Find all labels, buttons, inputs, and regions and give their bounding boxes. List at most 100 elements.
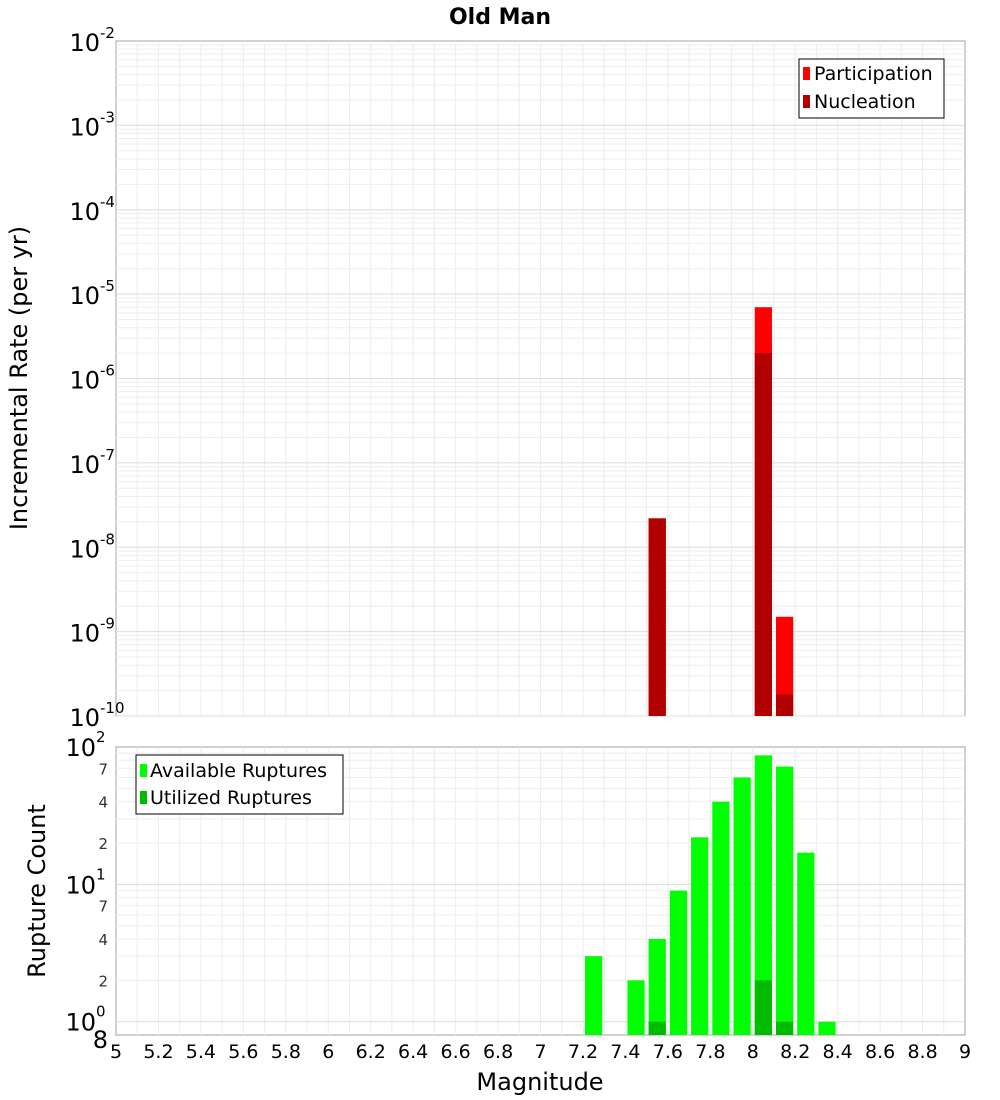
rate-legend: Participation Nucleation (798, 58, 945, 119)
rate-y-axis-label: Incremental Rate (per yr) (5, 226, 33, 530)
y-tick-label: 10 -6 (69, 362, 115, 395)
bar-utilized-ruptures (648, 1021, 666, 1035)
y-tick-base: 10 (69, 620, 100, 648)
y-tick-exponent: -9 (100, 615, 115, 633)
bar-utilized-ruptures (754, 980, 772, 1035)
bar-nucleation (648, 518, 666, 716)
y-tick-label: 10 -4 (69, 193, 115, 226)
y-tick-label: 10 -2 (69, 24, 115, 57)
legend-swatch-participation (803, 67, 810, 80)
y-tick-label-minor: 2 (98, 972, 108, 990)
y-tick-label: 7 (98, 760, 108, 778)
bar-utilized-ruptures (775, 1021, 794, 1035)
count-legend: Available Ruptures Utilized Ruptures (135, 754, 344, 815)
x-tick-label: 8.8 (907, 1041, 937, 1063)
y-tick-exponent: 0 (96, 1003, 106, 1021)
x-tick-label: 8 (747, 1041, 759, 1063)
y-tick-label: 2 (98, 972, 108, 990)
y-tick-base: 10 (69, 29, 100, 57)
y-tick-exponent: -8 (100, 530, 115, 548)
y-tick-base: 10 (65, 1009, 96, 1037)
x-tick-label: 7.2 (568, 1041, 598, 1063)
bar-available-ruptures (797, 852, 815, 1035)
y-tick-base: 10 (69, 282, 100, 310)
magnitude-x-ticks: 5 5.2 5.4 5.6 5.8 6 6.2 6.4 6.6 6.8 7 7.2 7.4 7.6 7.8 8… (110, 1041, 971, 1063)
legend-swatch-utilized (140, 791, 147, 804)
y-tick-base: 10 (69, 367, 100, 395)
x-tick-label: 9 (959, 1041, 971, 1063)
y-tick-label-minor: 8 (93, 1026, 108, 1054)
y-tick-label: 10 2 (65, 728, 105, 762)
y-tick-label: 4 (98, 794, 108, 812)
x-tick-label: 7.8 (695, 1041, 725, 1063)
count-legend-box (135, 754, 344, 815)
chart-title: Old Man (449, 5, 551, 30)
rate-grid (116, 41, 965, 717)
y-tick-label: 4 (98, 931, 108, 949)
y-tick-label: 10 -9 (69, 615, 115, 648)
bar-available-ruptures (754, 755, 772, 1035)
y-tick-label: 2 (98, 835, 108, 853)
rate-bars (648, 307, 794, 716)
x-tick-label: 7.6 (653, 1041, 683, 1063)
count-bars (584, 755, 836, 1035)
legend-label-available: Available Ruptures (150, 760, 327, 782)
count-grid (116, 747, 965, 1035)
y-tick-base: 10 (69, 198, 100, 226)
x-tick-label: 8.6 (865, 1041, 895, 1063)
y-tick-base: 10 (65, 734, 96, 762)
y-tick-base: 10 (69, 535, 100, 563)
y-tick-label: 10 -5 (69, 277, 115, 310)
x-tick-label: 6.2 (356, 1041, 386, 1063)
bar-available-ruptures (712, 801, 730, 1035)
y-tick-label-minor: 2 (98, 835, 108, 853)
y-tick-exponent: -6 (100, 362, 115, 380)
legend-label-nucleation: Nucleation (814, 91, 916, 113)
legend-swatch-available (140, 764, 147, 777)
x-tick-label: 6.6 (440, 1041, 470, 1063)
y-tick-label: 10 0 (65, 1003, 105, 1037)
bar-nucleation (775, 694, 794, 716)
x-tick-label: 7 (534, 1041, 546, 1063)
x-tick-label: 8.4 (823, 1041, 853, 1063)
bar-available-ruptures (818, 1021, 836, 1035)
y-tick-base: 10 (69, 704, 100, 732)
legend-label-utilized: Utilized Ruptures (150, 787, 312, 809)
y-tick-label: 10 -3 (69, 108, 115, 141)
x-tick-label: 5.8 (271, 1041, 301, 1063)
y-tick-label-minor: 4 (98, 931, 108, 949)
y-tick-label-minor: 7 (98, 760, 108, 778)
x-tick-label: 5.6 (228, 1041, 258, 1063)
y-tick-exponent: -2 (100, 24, 115, 42)
y-tick-label: 8 (93, 1026, 108, 1054)
y-tick-exponent: -4 (100, 193, 115, 211)
bar-available-ruptures (691, 837, 709, 1035)
y-tick-exponent: -10 (100, 699, 125, 717)
y-tick-exponent: 1 (96, 865, 106, 883)
y-tick-exponent: 2 (96, 728, 106, 746)
x-tick-label: 6.8 (483, 1041, 513, 1063)
y-tick-base: 10 (69, 113, 100, 141)
x-tick-label: 5 (110, 1041, 122, 1063)
rate-legend-box (798, 58, 945, 119)
legend-label-participation: Participation (814, 63, 933, 85)
legend-swatch-nucleation (803, 95, 810, 108)
bar-available-ruptures (627, 980, 645, 1035)
x-tick-label: 6.4 (398, 1041, 428, 1063)
bar-nucleation (754, 353, 772, 716)
bar-available-ruptures (648, 939, 666, 1035)
x-tick-label: 5.4 (186, 1041, 216, 1063)
y-tick-label: 10 -10 (69, 699, 124, 732)
y-tick-label-minor: 7 (98, 898, 108, 916)
x-tick-label: 7.4 (610, 1041, 640, 1063)
count-y-axis-label: Rupture Count (23, 804, 51, 978)
x-axis-label: Magnitude (476, 1068, 603, 1096)
y-tick-label: 10 -8 (69, 530, 115, 563)
x-tick-label: 6 (322, 1041, 334, 1063)
y-tick-label-minor: 4 (98, 794, 108, 812)
y-tick-exponent: -7 (100, 446, 115, 464)
